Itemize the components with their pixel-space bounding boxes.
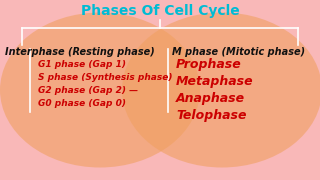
Text: M phase (Mitotic phase): M phase (Mitotic phase) [172, 47, 305, 57]
Text: Telophase: Telophase [176, 109, 246, 122]
Text: Metaphase: Metaphase [176, 75, 254, 88]
Ellipse shape [0, 12, 200, 168]
Text: G1 phase (Gap 1): G1 phase (Gap 1) [38, 60, 126, 69]
Text: Interphase (Resting phase): Interphase (Resting phase) [5, 47, 155, 57]
Text: Prophase: Prophase [176, 58, 242, 71]
Text: Phases Of Cell Cycle: Phases Of Cell Cycle [81, 4, 239, 18]
Ellipse shape [122, 12, 320, 168]
Text: G2 phase (Gap 2) —: G2 phase (Gap 2) — [38, 86, 138, 95]
Text: G0 phase (Gap 0): G0 phase (Gap 0) [38, 99, 126, 108]
Text: Anaphase: Anaphase [176, 92, 245, 105]
Text: S phase (Synthesis phase): S phase (Synthesis phase) [38, 73, 172, 82]
